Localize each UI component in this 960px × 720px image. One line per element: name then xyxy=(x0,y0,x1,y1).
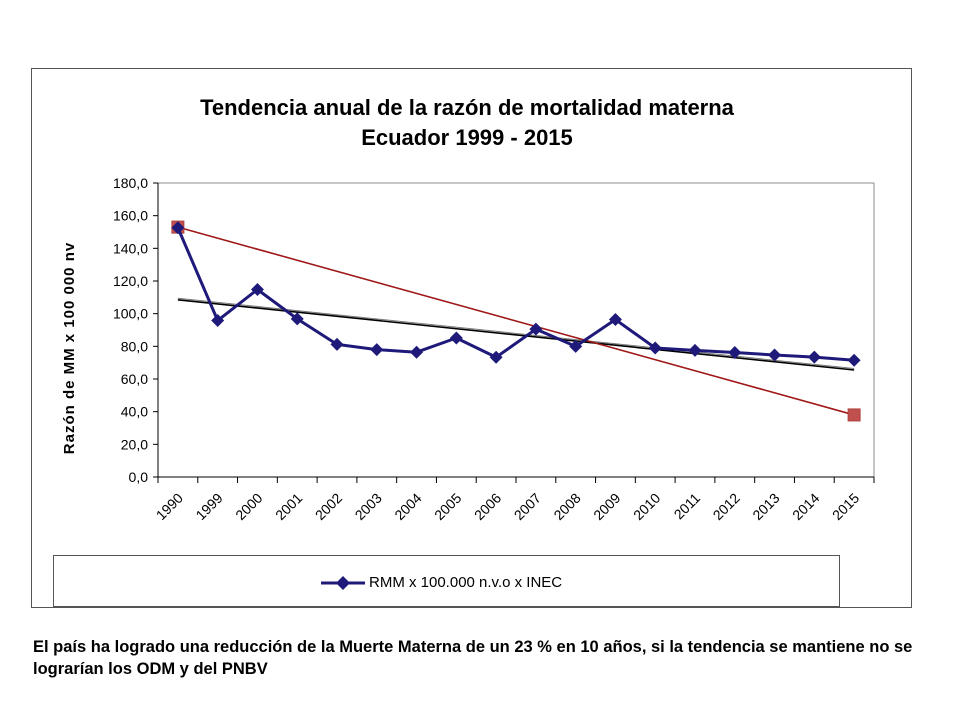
y-tick-label: 60,0 xyxy=(121,371,148,387)
y-tick-label: 80,0 xyxy=(121,338,148,354)
trendline xyxy=(177,226,855,416)
data-point xyxy=(290,312,304,326)
data-point xyxy=(171,221,185,235)
y-tick-label: 120,0 xyxy=(113,273,148,289)
data-point xyxy=(370,343,384,357)
x-tick-label: 2011 xyxy=(671,490,704,523)
x-tick-label: 2000 xyxy=(232,490,265,523)
x-tick-label: 2013 xyxy=(749,490,782,523)
x-tick-label: 2009 xyxy=(590,490,623,523)
data-point xyxy=(211,314,225,328)
x-tick-label: 2006 xyxy=(471,490,504,523)
y-tick-label: 140,0 xyxy=(113,240,148,256)
data-point xyxy=(768,348,782,362)
data-point xyxy=(847,353,861,367)
data-point xyxy=(688,343,702,357)
data-point xyxy=(608,313,622,327)
x-tick-label: 2004 xyxy=(391,490,424,523)
x-tick-label: 2008 xyxy=(550,490,583,523)
legend: RMM x 100.000 n.v.o x INEC xyxy=(53,555,840,607)
x-tick-label: 2015 xyxy=(829,490,862,523)
y-tick-label: 0,0 xyxy=(129,469,149,485)
data-point xyxy=(807,350,821,364)
data-point xyxy=(569,339,583,353)
x-tick-label: 2010 xyxy=(630,490,663,523)
data-point xyxy=(250,282,264,296)
trendline-end-marker xyxy=(847,408,861,422)
x-tick-label: 2014 xyxy=(789,490,822,523)
y-tick-label: 180,0 xyxy=(113,175,148,191)
data-series xyxy=(171,221,861,367)
x-tick-label: 2003 xyxy=(352,490,385,523)
data-point xyxy=(648,341,662,355)
x-tick-label: 2001 xyxy=(272,490,305,523)
y-tick-label: 40,0 xyxy=(121,404,148,420)
data-point xyxy=(489,350,503,364)
x-tick-label: 1990 xyxy=(153,490,186,523)
chart-subtitle: Ecuador 1999 - 2015 xyxy=(361,125,573,150)
plot-area xyxy=(157,182,875,478)
data-point xyxy=(449,331,463,345)
trendline xyxy=(177,298,855,371)
chart-frame xyxy=(31,68,912,608)
x-tick-label: 2012 xyxy=(710,490,743,523)
chart-title: Tendencia anual de la razón de mortalida… xyxy=(200,95,735,120)
y-tick-labels: 0,0 20,0 40,0 60,0 80,0 100,0 120,0 140,0 160,0 1… xyxy=(113,175,148,485)
data-point xyxy=(728,346,742,360)
series-line xyxy=(176,227,855,362)
legend-line-marker-icon xyxy=(321,575,365,590)
x-tick-label: 2005 xyxy=(431,490,464,523)
y-tick-label: 20,0 xyxy=(121,436,148,452)
data-point xyxy=(529,322,543,336)
data-point xyxy=(330,337,344,351)
trendline-shadow xyxy=(177,297,855,370)
legend-label: RMM x 100.000 n.v.o x INEC xyxy=(369,574,563,591)
x-tick-label: 2007 xyxy=(511,490,544,523)
data-point xyxy=(410,345,424,359)
y-tick-label: 160,0 xyxy=(113,208,148,224)
x-tick-labels: 1990 1999 2000 2001 2002 2003 2004 2005 2006 2007… xyxy=(153,490,863,523)
y-axis-label: Razón de MM x 100 000 nv xyxy=(61,242,78,454)
axes xyxy=(153,182,875,483)
caption-text: El país ha logrado una reducción de la M… xyxy=(33,638,913,678)
x-tick-label: 2002 xyxy=(312,490,345,523)
trendlines xyxy=(171,220,861,422)
y-tick-label: 100,0 xyxy=(113,306,148,322)
x-tick-label: 1999 xyxy=(192,490,225,523)
